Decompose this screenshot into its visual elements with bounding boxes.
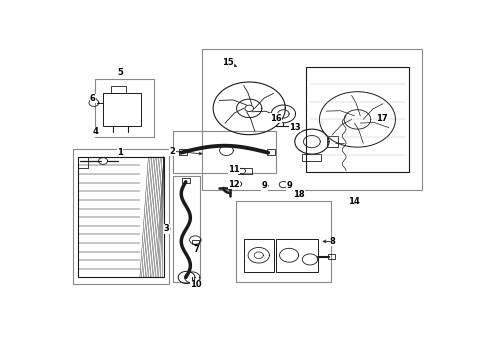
- Text: 3: 3: [164, 224, 170, 233]
- Bar: [173, 176, 200, 282]
- Text: 14: 14: [348, 197, 360, 206]
- Text: 10: 10: [190, 280, 202, 289]
- Bar: [192, 240, 199, 244]
- Bar: [179, 149, 187, 156]
- Text: 7: 7: [193, 245, 199, 254]
- Bar: [173, 131, 276, 174]
- Text: 9: 9: [286, 181, 292, 190]
- Bar: [78, 157, 88, 168]
- Bar: [302, 154, 321, 161]
- Bar: [111, 86, 126, 93]
- Bar: [267, 149, 275, 155]
- Text: 4: 4: [93, 127, 98, 136]
- Text: 8: 8: [330, 237, 336, 246]
- Bar: [96, 79, 154, 138]
- Bar: [182, 178, 190, 183]
- Bar: [306, 67, 409, 172]
- Text: 17: 17: [376, 113, 388, 122]
- Bar: [328, 255, 335, 259]
- Text: 2: 2: [170, 147, 175, 156]
- Bar: [244, 239, 274, 272]
- Text: 6: 6: [90, 94, 96, 103]
- Bar: [327, 136, 339, 147]
- Text: 15: 15: [222, 58, 234, 67]
- Bar: [238, 168, 252, 174]
- Bar: [103, 93, 141, 126]
- Bar: [202, 49, 422, 190]
- Text: 5: 5: [117, 68, 123, 77]
- Text: 16: 16: [270, 113, 282, 122]
- Text: 13: 13: [289, 123, 300, 132]
- Bar: [276, 239, 318, 272]
- Text: 1: 1: [117, 148, 123, 157]
- Bar: [78, 157, 164, 278]
- Text: 12: 12: [228, 180, 240, 189]
- Text: 11: 11: [228, 165, 240, 174]
- Text: 18: 18: [293, 190, 304, 199]
- Bar: [236, 201, 331, 282]
- Bar: [73, 149, 170, 284]
- Text: 9: 9: [262, 181, 267, 190]
